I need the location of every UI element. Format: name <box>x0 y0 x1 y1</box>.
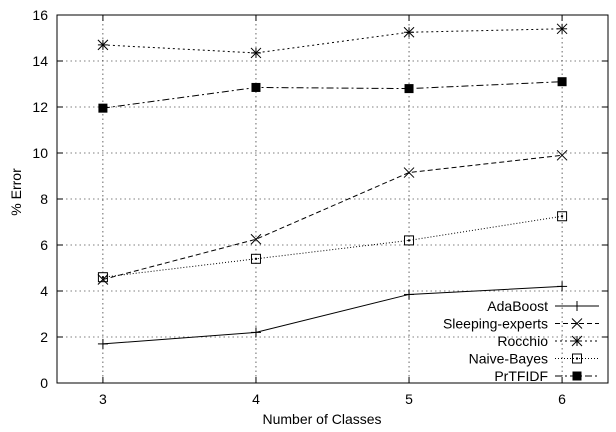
y-tick-label: 10 <box>32 145 48 161</box>
y-tick-label: 0 <box>40 375 48 391</box>
legend-entry-rocchio: Rocchio <box>497 333 599 349</box>
data-point-sleeping-experts <box>403 167 415 178</box>
series-sleeping-experts <box>97 149 568 285</box>
x-tick-label: 4 <box>252 391 260 407</box>
legend-entry-naive-bayes: Naive-Bayes <box>469 351 599 367</box>
legend-marker <box>571 318 583 329</box>
series-rocchio <box>97 23 568 59</box>
legend-label: PrTFIDF <box>494 368 548 384</box>
data-point-prtfidf <box>557 77 567 87</box>
data-point-sleeping-experts <box>250 233 262 245</box>
data-point-adaboost <box>404 289 415 300</box>
series-line-sleeping-experts <box>102 154 563 280</box>
series-prtfidf <box>98 77 567 113</box>
legend-marker <box>572 301 582 311</box>
x-tick-label: 3 <box>99 391 107 407</box>
data-point-rocchio <box>556 23 568 35</box>
legend-marker <box>572 371 582 381</box>
gridlines <box>57 15 608 383</box>
data-point-rocchio <box>97 39 109 51</box>
y-tick-label: 2 <box>40 329 48 345</box>
legend-entry-adaboost: AdaBoost <box>487 298 599 314</box>
y-tick-label: 6 <box>40 237 48 253</box>
legend-marker <box>571 335 583 347</box>
y-tick-label: 12 <box>32 99 48 115</box>
legend-entry-prtfidf: PrTFIDF <box>494 368 599 384</box>
x-tick-label: 5 <box>405 391 413 407</box>
data-point-naive-bayes <box>97 272 108 283</box>
data-point-naive-bayes <box>404 235 415 246</box>
legend-label: AdaBoost <box>487 298 548 314</box>
legend-label: Sleeping-experts <box>443 316 548 332</box>
y-tick-label: 4 <box>40 283 48 299</box>
x-tick-label: 6 <box>558 391 566 407</box>
series-line-rocchio <box>102 28 563 54</box>
data-point-naive-bayes <box>250 253 261 264</box>
y-axis-label: % Error <box>8 168 24 216</box>
data-point-sleeping-experts <box>97 274 109 285</box>
data-point-rocchio <box>403 26 415 38</box>
data-point-sleeping-experts <box>556 149 568 161</box>
y-tick-label: 16 <box>32 7 48 23</box>
y-tick-label: 8 <box>40 191 48 207</box>
legend-label: Rocchio <box>497 333 548 349</box>
data-point-adaboost <box>97 338 108 349</box>
series-naive-bayes <box>97 211 568 283</box>
data-point-prtfidf <box>98 103 108 113</box>
axes: 0 2 4 6 8 10 12 14 16 3 4 5 6 <box>32 7 609 407</box>
data-point-naive-bayes <box>557 211 568 222</box>
data-point-adaboost <box>250 327 261 338</box>
data-point-prtfidf <box>404 84 414 94</box>
data-point-prtfidf <box>251 82 261 92</box>
legend-marker <box>572 353 582 364</box>
series-line-naive-bayes <box>102 215 563 278</box>
series-adaboost <box>97 281 568 349</box>
x-axis-label: Number of Classes <box>262 411 381 427</box>
series-group <box>97 23 568 349</box>
legend-entry-sleeping-experts: Sleeping-experts <box>443 316 599 332</box>
data-point-adaboost <box>557 281 568 292</box>
legend-label: Naive-Bayes <box>469 351 548 367</box>
y-tick-label: 14 <box>32 53 48 69</box>
series-line-adaboost <box>102 285 563 345</box>
data-point-rocchio <box>250 47 262 59</box>
series-line-prtfidf <box>102 81 563 109</box>
